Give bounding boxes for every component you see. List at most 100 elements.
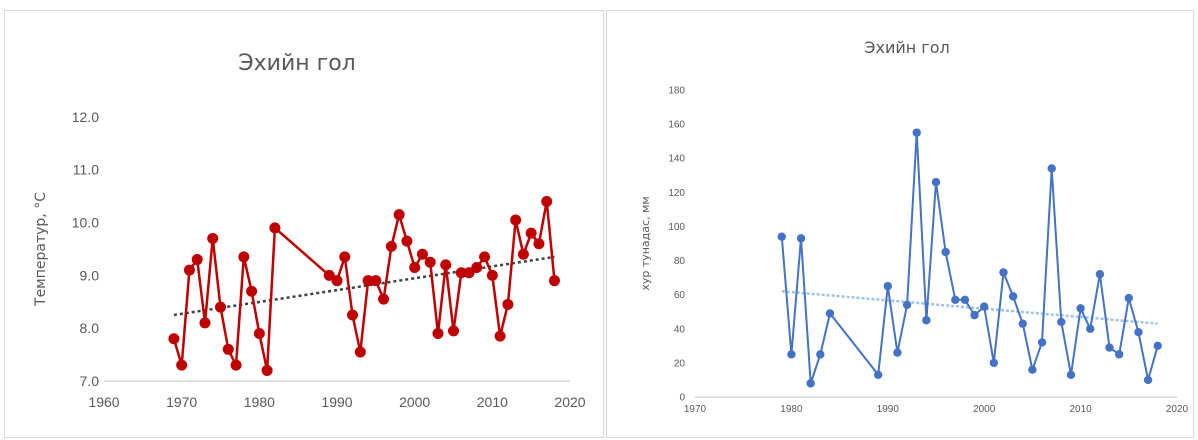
x-tick-label: 1990 [321,394,352,410]
y-tick-label: 0 [679,393,685,404]
data-point [207,232,219,244]
data-point [902,300,912,310]
x-tick-label: 2020 [1166,404,1189,415]
data-point [883,281,892,291]
data-point [261,364,273,376]
data-point [541,195,553,207]
series-line [780,131,1159,385]
trend-line [173,255,555,317]
y-axis-label: Температур, °C [33,192,49,307]
data-point [893,348,902,357]
trend-line [781,290,1158,325]
data-point [215,301,226,313]
data-point [370,275,382,287]
data-point [230,359,242,371]
data-point [1143,375,1153,385]
data-point [471,261,483,273]
data-point [1114,350,1124,359]
data-point [199,317,211,329]
data-point [354,346,366,358]
y-tick-label: 80 [674,256,686,267]
data-point [517,248,529,260]
data-point [432,327,444,339]
x-tick-label: 1970 [684,404,707,415]
y-tick-label: 10.0 [72,215,99,231]
data-point [339,251,351,263]
data-point [922,316,931,325]
data-point [931,177,941,187]
data-point [1076,304,1085,313]
data-point [777,232,786,241]
data-point [1153,341,1162,351]
y-tick-label: 40 [674,324,686,335]
y-tick-label: 12.0 [72,109,99,125]
data-point [362,275,374,287]
x-tick-label: 1970 [166,394,197,410]
y-tick-label: 120 [668,188,685,199]
data-point [416,248,428,260]
temperature-chart: Эхийн гол 1960 1970 1980 1990 2000 2010 2020 7.0… [33,51,586,410]
data-point [510,214,522,226]
data-point [912,128,921,137]
data-point [1066,370,1076,380]
data-point [1095,270,1105,279]
x-tick-label: 2010 [477,394,508,410]
data-point [253,327,265,339]
x-tick-label: 1980 [244,394,275,410]
data-point [238,251,250,263]
y-tick-label: 9.0 [80,267,100,283]
y-tick-label: 60 [674,290,686,301]
data-point [1086,324,1095,333]
data-point [409,261,421,273]
x-tick-label: 2010 [1069,404,1092,415]
x-tick-label: 1980 [780,404,803,415]
data-point [787,350,796,359]
data-point [176,359,188,371]
data-point [1028,365,1037,374]
chart-title: Эхийн гол [864,38,949,57]
data-point [1008,292,1018,301]
data-point [873,370,883,380]
y-tick-label: 20 [674,358,686,369]
data-point [1134,327,1143,337]
data-point [378,293,390,305]
data-point [168,333,180,345]
y-tick-label: 7.0 [80,373,100,389]
data-point [323,269,335,281]
data-point [548,275,560,287]
data-point [347,309,359,321]
data-point [246,285,258,297]
data-point [222,343,234,355]
data-point [970,310,979,320]
y-tick-label: 180 [668,86,685,97]
data-point [960,295,970,304]
x-tick-label: 2000 [399,394,430,410]
data-point [1047,164,1056,173]
data-point [385,240,397,252]
data-point [191,254,203,266]
y-tick-label: 160 [668,120,685,131]
data-point [989,358,999,368]
data-point [463,267,475,279]
chart-title: Эхийн гол [238,51,355,76]
data-point [816,350,825,359]
data-point [796,234,806,243]
y-tick-label: 140 [668,154,685,165]
y-tick-label: 8.0 [80,320,100,336]
y-tick-label: 11.0 [73,162,99,178]
data-point [424,256,436,268]
data-point [999,268,1008,277]
data-point [525,227,537,239]
data-point [502,298,514,310]
data-point [1124,293,1133,303]
x-tick-label: 2000 [973,404,996,415]
y-axis-label: хур тунадас, мм [639,196,652,290]
data-point [440,259,452,271]
precipitation-chart-panel: Эхийн гол 1970 1980 1990 2000 2010 2020 0 20 40 60… [606,10,1194,438]
temperature-chart-panel: Эхийн гол 1960 1970 1980 1990 2000 2010 2020 7.0… [4,10,604,438]
data-point [183,264,195,276]
data-point [1105,343,1114,352]
data-point [401,235,413,247]
data-point [533,238,545,250]
data-point [486,269,498,281]
